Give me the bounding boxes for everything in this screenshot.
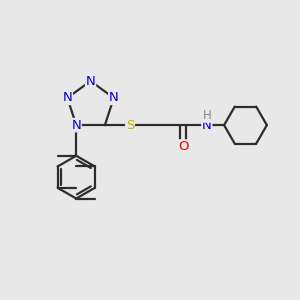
Text: N: N [71,118,81,132]
Text: N: N [62,92,72,104]
Text: S: S [126,118,134,132]
Text: H: H [202,109,211,122]
Text: N: N [109,92,118,104]
Text: N: N [202,118,212,132]
Text: O: O [178,140,188,153]
Text: N: N [86,74,95,88]
